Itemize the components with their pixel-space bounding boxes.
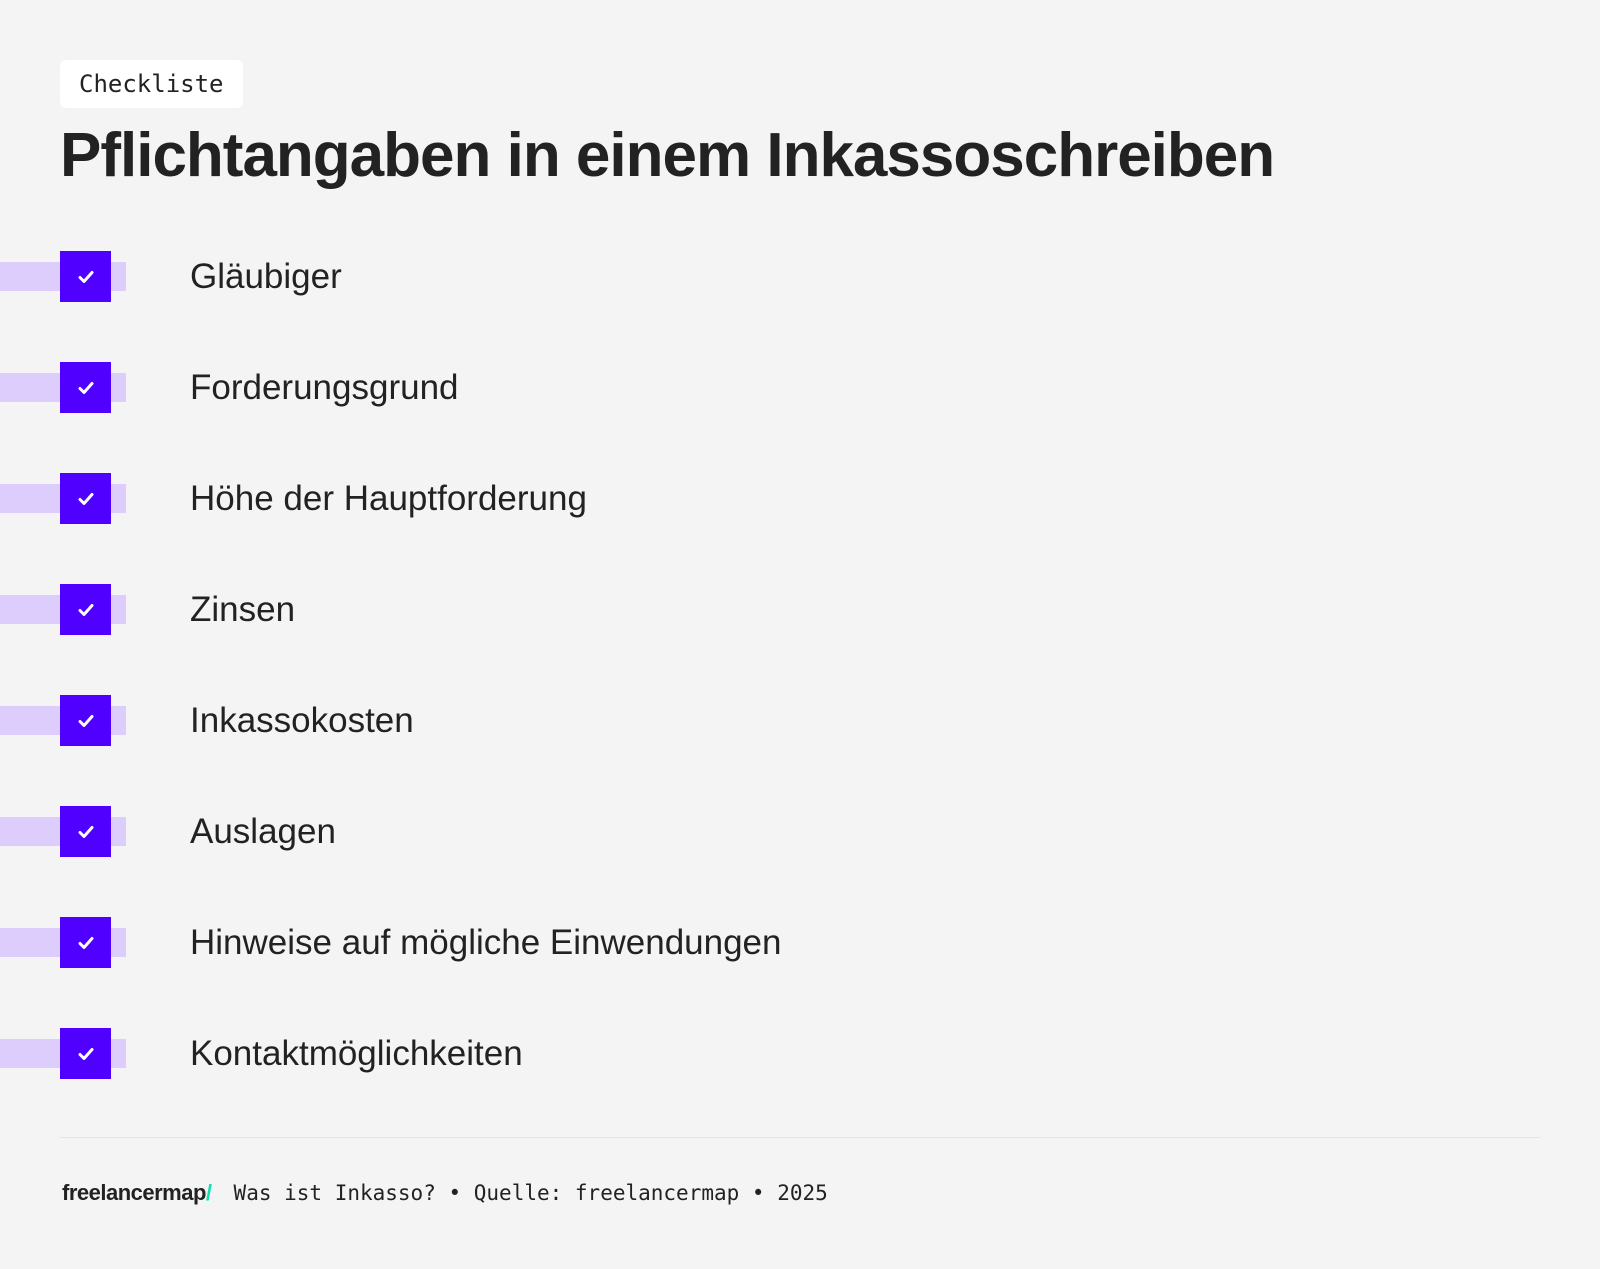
checklist-item: Höhe der Hauptforderung	[0, 473, 1000, 524]
checklist-item: Gläubiger	[0, 251, 1000, 302]
checklist-item-label: Forderungsgrund	[190, 368, 459, 407]
checkbox-checked	[60, 362, 111, 413]
checkmark-icon	[78, 270, 93, 283]
checkbox-checked	[60, 806, 111, 857]
checkbox-checked	[60, 584, 111, 635]
checklist-item-label: Kontaktmöglichkeiten	[190, 1034, 523, 1073]
footer: freelancermap/ Was ist Inkasso? • Quelle…	[62, 1180, 828, 1206]
checklist-item: Inkassokosten	[0, 695, 1000, 746]
footer-source-text: Was ist Inkasso? • Quelle: freelancermap…	[233, 1181, 828, 1205]
checklist-tag: Checkliste	[60, 60, 243, 108]
checklist-item: Hinweise auf mögliche Einwendungen	[0, 917, 1000, 968]
checkmark-icon	[78, 714, 93, 727]
checklist-item: Forderungsgrund	[0, 362, 1000, 413]
checklist-item: Kontaktmöglichkeiten	[0, 1028, 1000, 1079]
checklist-item-label: Zinsen	[190, 590, 296, 629]
logo-text: freelancermap	[62, 1180, 206, 1205]
checkbox-checked	[60, 695, 111, 746]
checkbox-checked	[60, 473, 111, 524]
checkbox-checked	[60, 1028, 111, 1079]
logo-slash: /	[205, 1180, 212, 1205]
checklist-item-label: Höhe der Hauptforderung	[190, 479, 587, 518]
page-title: Pflichtangaben in einem Inkassoschreiben	[60, 121, 1275, 190]
checklist-item: Auslagen	[0, 806, 1000, 857]
footer-divider	[60, 1137, 1540, 1138]
checklist-item-label: Auslagen	[190, 812, 336, 851]
checklist-item-label: Inkassokosten	[190, 701, 414, 740]
checkmark-icon	[78, 381, 93, 394]
checkmark-icon	[78, 603, 93, 616]
checklist-item-label: Gläubiger	[190, 257, 342, 296]
checkmark-icon	[78, 825, 93, 838]
checkbox-checked	[60, 251, 111, 302]
checklist-item: Zinsen	[0, 584, 1000, 635]
checkbox-checked	[60, 917, 111, 968]
checkmark-icon	[78, 936, 93, 949]
checkmark-icon	[78, 492, 93, 505]
checkmark-icon	[78, 1047, 93, 1060]
freelancermap-logo: freelancermap/	[62, 1180, 212, 1206]
checklist-item-label: Hinweise auf mögliche Einwendungen	[190, 923, 782, 962]
